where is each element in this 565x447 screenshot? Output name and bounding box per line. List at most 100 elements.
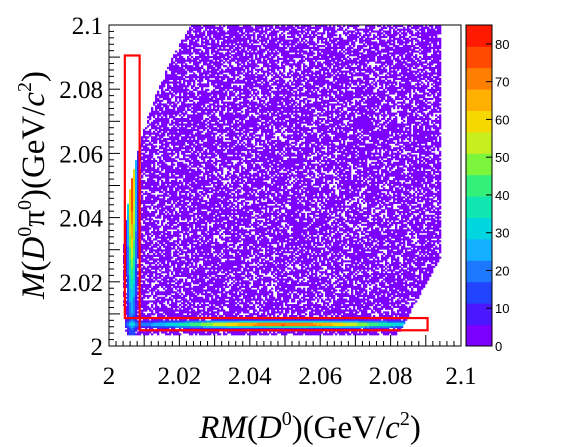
heatmap-cell xyxy=(195,236,198,239)
heatmap-cell xyxy=(169,123,172,126)
heatmap-cell xyxy=(217,242,220,245)
heatmap-cell xyxy=(185,79,188,82)
heatmap-cell xyxy=(217,107,220,110)
heatmap-cell xyxy=(193,158,196,161)
heatmap-cell xyxy=(213,134,216,137)
heatmap-cell xyxy=(217,232,220,236)
heatmap-cell xyxy=(167,249,170,252)
heatmap-cell xyxy=(217,285,220,288)
heatmap-cell xyxy=(205,59,208,62)
heatmap-cell xyxy=(155,322,158,325)
heatmap-cell xyxy=(189,302,192,305)
heatmap-cell xyxy=(213,141,216,144)
heatmap-cell xyxy=(197,313,200,316)
heatmap-cell xyxy=(173,181,176,184)
heatmap-cell xyxy=(159,293,162,296)
heatmap-cell xyxy=(155,187,158,190)
heatmap-cell xyxy=(173,81,176,84)
heatmap-cell xyxy=(213,325,216,329)
heatmap-cell xyxy=(133,307,136,310)
heatmap-cell xyxy=(163,209,166,212)
heatmap-cell xyxy=(185,170,188,174)
heatmap-cell xyxy=(215,273,218,276)
heatmap-cell xyxy=(211,294,214,298)
heatmap-cell xyxy=(209,229,212,232)
heatmap-cell xyxy=(149,247,152,250)
heatmap-cell xyxy=(185,149,188,152)
heatmap-cell xyxy=(183,294,186,298)
heatmap-cell xyxy=(149,174,152,177)
heatmap-cell xyxy=(129,304,132,307)
heatmap-cell xyxy=(135,322,138,325)
heatmap-cell xyxy=(177,247,180,250)
heatmap-cell xyxy=(127,252,130,256)
heatmap-cell xyxy=(153,227,156,230)
heatmap-cell xyxy=(169,296,172,299)
heatmap-cell xyxy=(195,121,198,124)
heatmap-cell xyxy=(189,331,192,334)
heatmap-cell xyxy=(211,238,214,241)
heatmap-cell xyxy=(153,114,156,117)
heatmap-cell xyxy=(189,74,192,77)
heatmap-cell xyxy=(165,165,168,168)
heatmap-cell xyxy=(205,283,208,287)
heatmap-cell xyxy=(211,276,214,279)
heatmap-cell xyxy=(167,274,170,277)
heatmap-cell xyxy=(211,56,214,59)
heatmap-cell xyxy=(127,214,130,217)
heatmap-cell xyxy=(197,37,200,40)
heatmap-cell xyxy=(217,243,220,246)
heatmap-cell xyxy=(187,158,190,161)
heatmap-cell xyxy=(133,236,136,239)
heatmap-cell xyxy=(153,150,156,153)
heatmap-cell xyxy=(167,88,170,91)
heatmap-cell xyxy=(127,267,130,270)
heatmap-cell xyxy=(171,311,174,314)
heatmap-cell xyxy=(211,331,214,334)
heatmap-cell xyxy=(135,231,138,234)
heatmap-cell xyxy=(213,300,216,303)
heatmap-cell xyxy=(143,130,146,133)
heatmap-cell xyxy=(165,216,168,219)
heatmap-cell xyxy=(215,167,218,170)
heatmap-cell xyxy=(133,329,136,332)
heatmap-cell xyxy=(189,163,192,166)
heatmap-cell xyxy=(159,282,162,285)
heatmap-cell xyxy=(187,57,190,60)
heatmap-cell xyxy=(187,247,190,250)
heatmap-cell xyxy=(167,132,170,135)
heatmap-cell xyxy=(201,205,204,208)
heatmap-cell xyxy=(207,320,210,323)
heatmap-cell xyxy=(205,154,208,157)
heatmap-cell xyxy=(217,278,220,281)
heatmap-cell xyxy=(187,238,190,241)
heatmap-cell xyxy=(183,203,186,206)
heatmap-cell xyxy=(149,254,152,257)
heatmap-cell xyxy=(185,190,188,194)
heatmap-cell xyxy=(167,236,170,239)
heatmap-cell xyxy=(175,176,178,179)
heatmap-cell xyxy=(129,322,132,325)
heatmap-cell xyxy=(189,314,192,318)
heatmap-cell xyxy=(215,190,218,194)
heatmap-cell xyxy=(181,150,184,153)
heatmap-cell xyxy=(193,287,196,290)
heatmap-cell xyxy=(185,48,188,51)
heatmap-cell xyxy=(185,240,188,243)
heatmap-cell xyxy=(171,300,174,303)
heatmap-cell xyxy=(197,174,200,177)
heatmap-cell xyxy=(179,70,182,73)
heatmap-cell xyxy=(145,127,148,130)
heatmap-cell xyxy=(165,229,168,232)
heatmap-cell xyxy=(203,203,206,206)
heatmap-cell xyxy=(201,149,204,152)
heatmap-cell xyxy=(201,331,204,334)
heatmap-cell xyxy=(143,152,146,155)
heatmap-cell xyxy=(147,331,150,334)
heatmap-cell xyxy=(151,132,154,135)
heatmap-cell xyxy=(193,76,196,79)
heatmap-cell xyxy=(191,331,194,334)
heatmap-cell xyxy=(173,201,176,205)
heatmap-cell xyxy=(201,245,204,248)
heatmap-cell xyxy=(195,227,198,230)
